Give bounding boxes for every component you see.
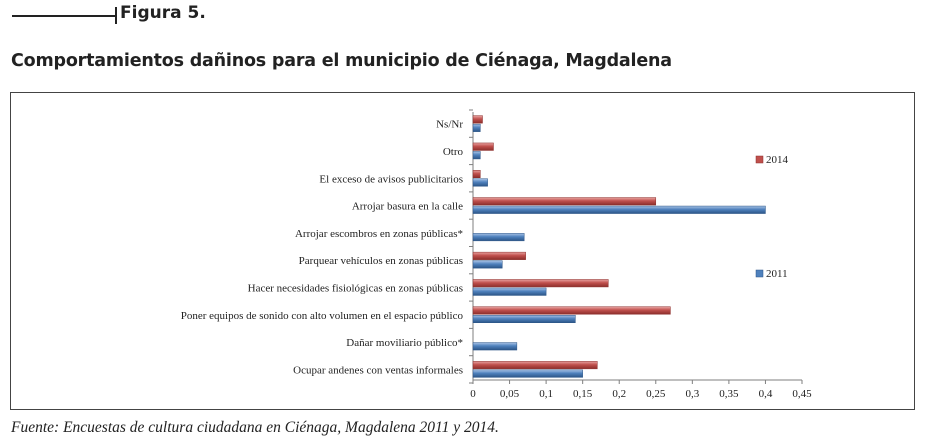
bar-2014 [472, 115, 483, 124]
x-tick-label: 0,45 [792, 388, 812, 400]
x-tick-label: 0,05 [500, 388, 520, 400]
bar-2011 [472, 178, 488, 187]
x-tick-label: 0,25 [646, 388, 666, 400]
bar-2011 [472, 233, 525, 242]
category-label: Dañar moviliario público* [346, 337, 463, 349]
bar-2011 [472, 205, 766, 214]
x-tick-label: 0 [470, 388, 476, 400]
category-label: Otro [443, 146, 464, 158]
legend-label-2011: 2011 [766, 268, 788, 280]
figure-rule-tick [115, 7, 117, 24]
bar-2014 [472, 279, 609, 288]
figure-label: Figura 5. [120, 3, 206, 23]
x-tick-label: 0,15 [573, 388, 593, 400]
bar-2014 [472, 361, 598, 370]
bar-2011 [472, 287, 547, 296]
bar-2011 [472, 369, 583, 378]
x-tick-label: 0,35 [719, 388, 739, 400]
bar-2014 [472, 142, 494, 151]
category-label: Arrojar escombros en zonas públicas* [295, 228, 463, 240]
category-label: Poner equipos de sonido con alto volumen… [181, 310, 464, 322]
x-tick-label: 0,1 [539, 388, 553, 400]
x-tick-label: 0,2 [612, 388, 626, 400]
source-note: Fuente: Encuestas de cultura ciudadana e… [11, 419, 499, 436]
legend-label-2014: 2014 [766, 154, 789, 166]
legend-swatch-2011 [755, 269, 764, 278]
bar-2011 [472, 260, 503, 269]
legend-swatch-2014 [755, 155, 764, 164]
bar-2014 [472, 306, 671, 315]
bar-2011 [472, 315, 576, 323]
category-label: Parquear vehículos en zonas públicas [299, 255, 463, 267]
figure-rule [12, 15, 116, 17]
category-label: El exceso de avisos publicitarios [319, 173, 463, 185]
category-label: Hacer necesidades fisiológicas en zonas … [248, 282, 463, 294]
chart-title: Comportamientos dañinos para el municipi… [11, 51, 672, 71]
category-label: Arrojar basura en la calle [352, 201, 463, 213]
chart-frame [10, 92, 915, 410]
category-label: Ns/Nr [436, 119, 463, 131]
bar-2011 [472, 151, 481, 160]
x-tick-label: 0,4 [759, 388, 773, 400]
bar-2014 [472, 197, 657, 206]
bar-2014 [472, 251, 526, 260]
bar-2011 [472, 123, 481, 132]
bar-2014 [472, 170, 481, 178]
category-label: Ocupar andenes con ventas informales [293, 364, 463, 376]
bar-2011 [472, 342, 518, 351]
x-tick-label: 0,3 [685, 388, 699, 400]
